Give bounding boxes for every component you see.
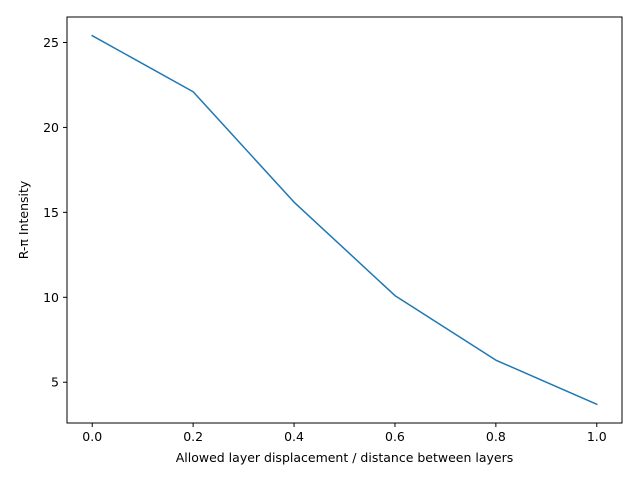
y-tick-label: 20 xyxy=(43,120,59,135)
y-tick-label: 5 xyxy=(51,375,59,390)
x-axis-ticks: 0.0 0.2 0.4 0.6 0.8 1.0 xyxy=(82,423,607,444)
series-line xyxy=(91,34,598,406)
x-tick-label: 0.6 xyxy=(385,429,405,444)
series-layer xyxy=(91,34,598,406)
x-tick-label: 1.0 xyxy=(587,429,607,444)
plot-frame xyxy=(66,16,623,424)
y-tick-label: 15 xyxy=(43,205,59,220)
x-tick-label: 0.8 xyxy=(486,429,506,444)
x-tick-label: 0.2 xyxy=(183,429,203,444)
y-tick-label: 25 xyxy=(43,35,59,50)
y-axis-label: R-π Intensity xyxy=(16,180,31,259)
y-axis-ticks: 5 10 15 20 25 xyxy=(43,35,67,390)
y-tick-label: 10 xyxy=(43,290,59,305)
x-axis-label: Allowed layer displacement / distance be… xyxy=(176,450,514,465)
x-tick-label: 0.0 xyxy=(82,429,102,444)
x-tick-label: 0.4 xyxy=(284,429,304,444)
